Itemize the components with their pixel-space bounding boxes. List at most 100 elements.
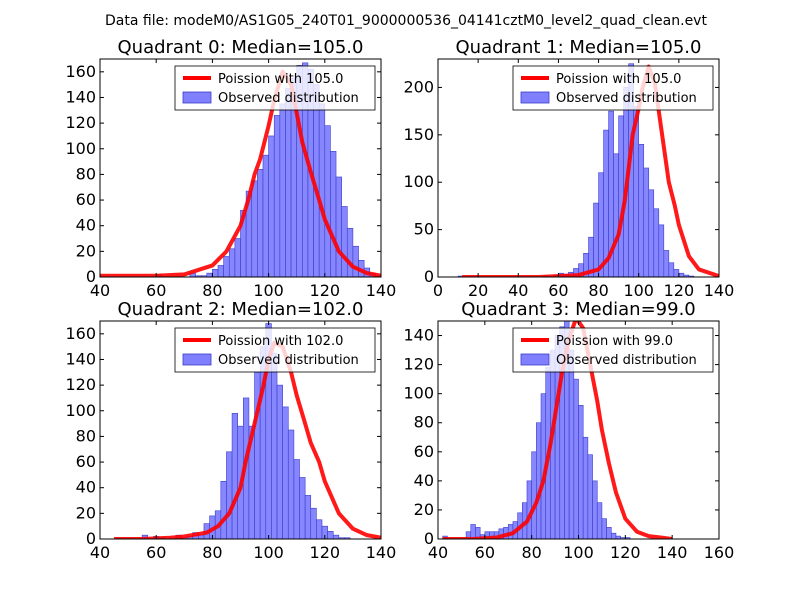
- x-tick-label: 100: [253, 281, 284, 300]
- y-tick-label: 60: [414, 442, 434, 461]
- histogram-bar: [318, 103, 326, 277]
- legend-bar-swatch: [182, 353, 212, 366]
- legend: Poission with 105.0 Observed distribution: [174, 65, 376, 111]
- histogram-bar: [231, 413, 238, 539]
- x-tick-label: 120: [610, 543, 641, 562]
- x-tick-label: 100: [253, 543, 284, 562]
- histogram-bar: [324, 125, 331, 277]
- subplot-title: Quadrant 3: Median=99.0: [461, 299, 696, 320]
- x-tick-label: 120: [664, 281, 695, 300]
- histogram-bar: [638, 144, 645, 277]
- legend: Poission with 99.0 Observed distribution: [512, 327, 714, 373]
- figure-title: Data file: modeM0/AS1G05_240T01_90000005…: [105, 13, 707, 29]
- y-tick-label: 140: [65, 87, 96, 106]
- axes-frame: [99, 58, 382, 278]
- y-tick-label: 200: [403, 77, 434, 96]
- x-tick-label: 140: [657, 543, 688, 562]
- histogram-bar: [341, 206, 348, 277]
- histogram-bar: [346, 227, 354, 277]
- histogram-bar: [287, 429, 295, 539]
- y-tick-label: 60: [76, 190, 96, 209]
- axes-frame: [437, 58, 720, 278]
- x-tick-label: 40: [508, 281, 528, 300]
- subplot-title: Quadrant 2: Median=102.0: [118, 299, 364, 320]
- y-tick-label: 80: [76, 164, 96, 183]
- histogram-bar: [648, 189, 655, 277]
- histogram-bar: [643, 167, 650, 277]
- y-tick-label: 120: [403, 355, 434, 374]
- histogram-bar: [610, 532, 617, 539]
- x-tick-label: 140: [704, 281, 735, 300]
- y-tick-label: 20: [76, 241, 96, 260]
- y-tick-label: 160: [65, 324, 96, 343]
- y-tick-label: 120: [65, 113, 96, 132]
- histogram-bar: [228, 248, 236, 277]
- y-tick-label: 50: [414, 220, 434, 239]
- subplot-title: Quadrant 1: Median=105.0: [456, 37, 702, 58]
- histogram-bar: [573, 378, 579, 539]
- x-tick-label: 80: [202, 543, 222, 562]
- histogram-bar: [531, 451, 537, 539]
- legend: Poission with 102.0 Observed distribution: [174, 327, 376, 373]
- subplot-title: Quadrant 0: Median=105.0: [118, 37, 364, 58]
- histogram-bar: [587, 454, 593, 539]
- x-tick-label: 20: [468, 281, 488, 300]
- x-tick-label: 60: [146, 281, 166, 300]
- histogram-bar: [285, 88, 292, 277]
- x-tick-label: 40: [90, 543, 110, 562]
- legend-curve-label: Poission with 105.0: [218, 72, 343, 87]
- x-tick-label: 60: [548, 281, 568, 300]
- y-tick-label: 120: [65, 375, 96, 394]
- histogram-bar: [618, 115, 624, 277]
- x-tick-label: 80: [588, 281, 608, 300]
- legend-bar-label: Observed distribution: [556, 353, 697, 368]
- subplot-2: Quadrant 2: Median=102.0 40 60 80 100 120 140 0…: [65, 299, 396, 562]
- legend-bar-label: Observed distribution: [218, 91, 359, 106]
- histogram-bar: [327, 531, 334, 539]
- histogram-bar: [678, 272, 685, 277]
- x-tick-label: 80: [521, 543, 541, 562]
- histogram-bar: [578, 404, 584, 539]
- histogram-bar: [568, 349, 575, 539]
- histogram-bar: [668, 262, 675, 277]
- legend: Poission with 105.0 Observed distribution: [512, 65, 714, 111]
- subplot-0: Quadrant 0: Median=105.0 40 60 80 100 120 140 0…: [65, 37, 396, 300]
- histogram-bar: [268, 135, 275, 277]
- histogram-bar: [332, 534, 340, 539]
- x-tick-label: 100: [623, 281, 654, 300]
- y-tick-label: 140: [65, 349, 96, 368]
- histogram-bar: [601, 518, 607, 539]
- histogram-bar: [251, 180, 258, 277]
- legend-curve-label: Poission with 105.0: [556, 72, 681, 87]
- y-tick-label: 80: [414, 413, 434, 432]
- subplots: Quadrant 0: Median=105.0 40 60 80 100 120 140 0…: [65, 37, 734, 562]
- histogram-bar: [653, 208, 660, 277]
- subplot-1: Quadrant 1: Median=105.0 0 20 40 60 80 100 120 1…: [403, 37, 734, 300]
- histogram-bar: [475, 527, 481, 539]
- legend-curve-label: Poission with 99.0: [556, 334, 673, 349]
- histogram-bar: [598, 172, 604, 277]
- y-tick-label: 160: [65, 62, 96, 81]
- histogram-bar: [593, 202, 599, 277]
- y-tick-label: 40: [76, 478, 96, 497]
- x-tick-label: 120: [310, 281, 341, 300]
- histogram-bar: [613, 153, 619, 277]
- axes-frame: [99, 320, 382, 540]
- legend-bar-swatch: [520, 91, 550, 104]
- legend-curve-label: Poission with 102.0: [218, 334, 343, 349]
- histogram-bar: [212, 269, 219, 277]
- legend-bar-swatch: [182, 91, 212, 104]
- y-tick-label: 80: [76, 426, 96, 445]
- histogram-bar: [206, 272, 213, 277]
- histogram-bar: [282, 406, 289, 539]
- legend-bar-swatch: [520, 353, 550, 366]
- histogram-bar: [596, 502, 603, 539]
- histogram-bar: [276, 384, 283, 539]
- histogram-bar: [335, 176, 342, 277]
- histogram-bar: [226, 451, 233, 539]
- y-tick-label: 40: [414, 471, 434, 490]
- y-tick-label: 0: [86, 529, 96, 548]
- histogram-bar: [606, 527, 612, 539]
- histogram-bar: [316, 519, 323, 539]
